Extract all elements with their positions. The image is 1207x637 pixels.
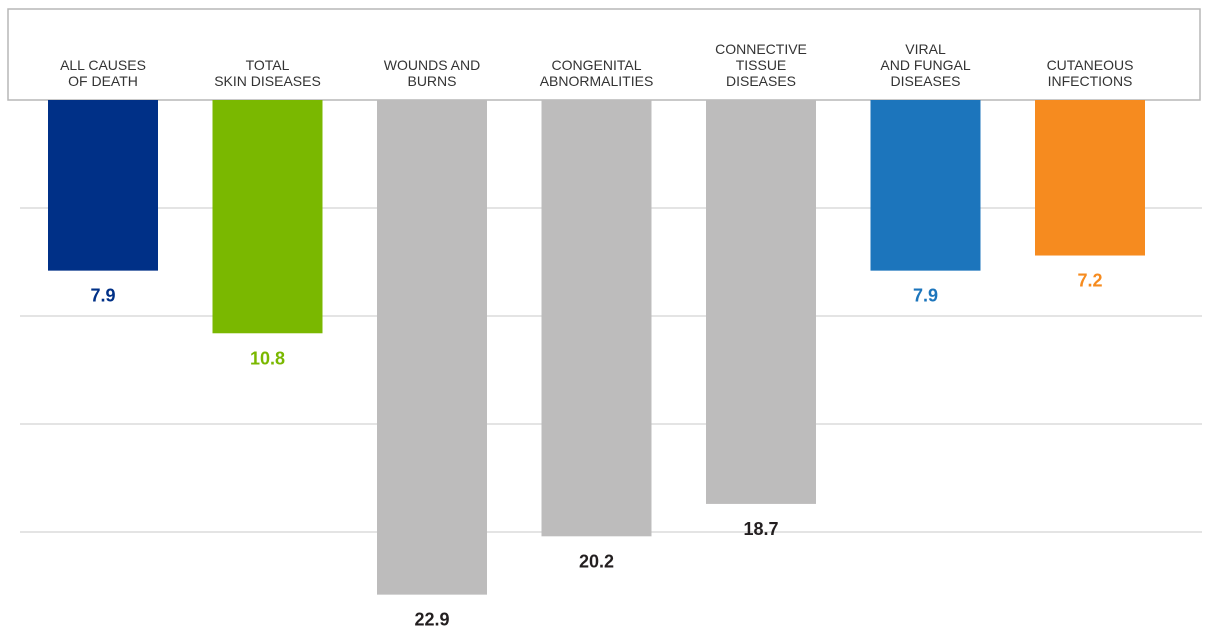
bar-4 bbox=[542, 100, 652, 536]
bar-2 bbox=[213, 100, 323, 333]
category-label-line: CONNECTIVE bbox=[715, 41, 807, 57]
category-label-line: DISEASES bbox=[726, 73, 796, 89]
category-label-line: BURNS bbox=[407, 73, 456, 89]
category-label-line: INFECTIONS bbox=[1048, 73, 1133, 89]
category-label-line: ALL CAUSES bbox=[60, 57, 146, 73]
bar-3 bbox=[377, 100, 487, 595]
category-label-line: DISEASES bbox=[890, 73, 960, 89]
bar-5 bbox=[706, 100, 816, 504]
category-label-line: TOTAL bbox=[246, 57, 290, 73]
category-label-4: CONGENITAL ABNORMALITIES bbox=[540, 57, 654, 89]
category-label-line: CONGENITAL bbox=[552, 57, 642, 73]
category-label-7: CUTANEOUS INFECTIONS bbox=[1047, 57, 1134, 89]
value-label-4: 20.2 bbox=[579, 551, 614, 571]
category-label-line: SKIN DISEASES bbox=[214, 73, 321, 89]
bar-1 bbox=[48, 100, 158, 271]
category-label-line: TISSUE bbox=[736, 57, 787, 73]
value-label-1: 7.9 bbox=[90, 286, 115, 306]
category-label-line: VIRAL bbox=[905, 41, 946, 57]
value-label-5: 18.7 bbox=[743, 519, 778, 539]
bars bbox=[48, 100, 1145, 595]
bar-6 bbox=[871, 100, 981, 271]
category-label-line: ABNORMALITIES bbox=[540, 73, 654, 89]
category-label-line: OF DEATH bbox=[68, 73, 138, 89]
bar-7 bbox=[1035, 100, 1145, 256]
category-label-line: CUTANEOUS bbox=[1047, 57, 1134, 73]
value-label-7: 7.2 bbox=[1077, 271, 1102, 291]
category-label-line: WOUNDS AND bbox=[384, 57, 480, 73]
value-label-6: 7.9 bbox=[913, 286, 938, 306]
category-label-line: AND FUNGAL bbox=[880, 57, 970, 73]
value-label-3: 22.9 bbox=[414, 610, 449, 630]
value-label-2: 10.8 bbox=[250, 348, 285, 368]
category-label-1: ALL CAUSES OF DEATH bbox=[60, 57, 146, 89]
